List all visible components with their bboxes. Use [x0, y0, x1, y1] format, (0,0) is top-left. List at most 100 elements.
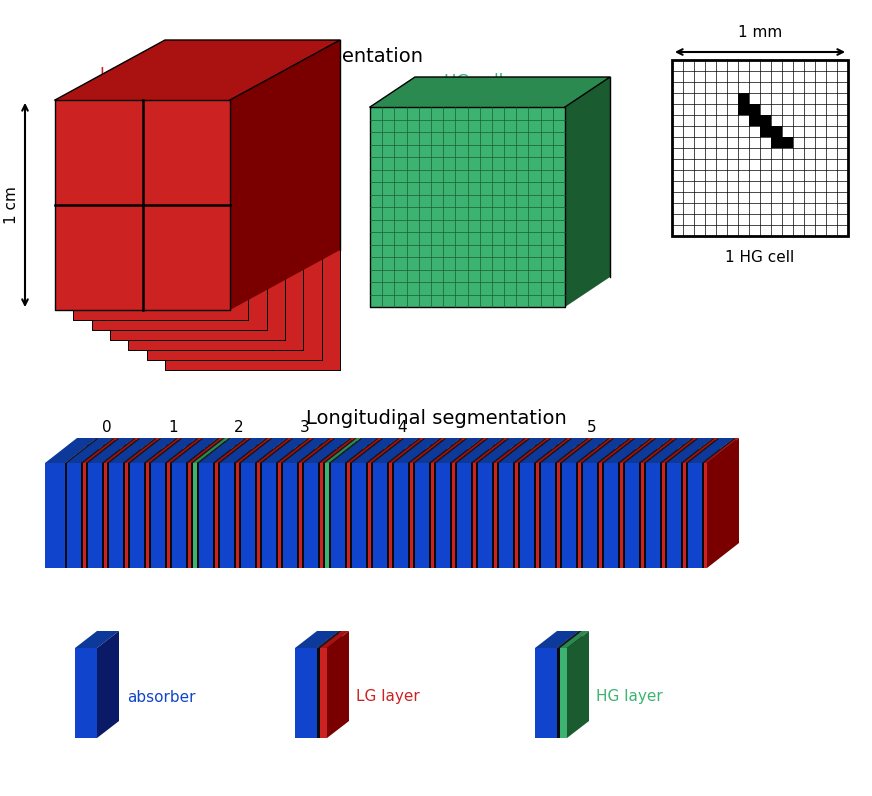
Polygon shape [683, 463, 686, 568]
Polygon shape [299, 438, 331, 568]
Polygon shape [452, 438, 487, 463]
Polygon shape [347, 463, 350, 568]
Polygon shape [452, 438, 484, 568]
Polygon shape [234, 463, 236, 568]
Polygon shape [686, 438, 720, 463]
Polygon shape [623, 438, 655, 568]
Polygon shape [681, 438, 713, 568]
Polygon shape [352, 463, 366, 568]
Polygon shape [165, 463, 167, 568]
Polygon shape [455, 463, 457, 568]
Polygon shape [581, 438, 613, 568]
Polygon shape [560, 631, 589, 648]
Polygon shape [151, 438, 197, 463]
Polygon shape [146, 150, 322, 360]
Polygon shape [323, 438, 357, 463]
Polygon shape [199, 438, 231, 568]
Polygon shape [392, 463, 394, 568]
Polygon shape [665, 463, 667, 568]
Polygon shape [639, 438, 671, 568]
Polygon shape [436, 438, 482, 463]
Polygon shape [186, 438, 218, 568]
Polygon shape [557, 648, 560, 738]
Polygon shape [345, 438, 379, 463]
Polygon shape [492, 438, 524, 568]
Polygon shape [641, 463, 644, 568]
Polygon shape [599, 438, 631, 568]
Polygon shape [499, 438, 531, 568]
Polygon shape [602, 438, 634, 568]
Polygon shape [492, 463, 494, 568]
Polygon shape [65, 438, 99, 463]
Polygon shape [536, 463, 539, 568]
Polygon shape [599, 438, 634, 463]
Polygon shape [128, 438, 160, 568]
Polygon shape [581, 438, 615, 463]
Polygon shape [67, 438, 99, 568]
Polygon shape [86, 438, 118, 568]
Polygon shape [197, 438, 231, 463]
Polygon shape [167, 463, 170, 568]
Polygon shape [410, 463, 413, 568]
Polygon shape [149, 463, 151, 568]
Polygon shape [123, 463, 125, 568]
Polygon shape [165, 438, 197, 568]
Polygon shape [125, 438, 157, 568]
Polygon shape [518, 438, 552, 463]
Polygon shape [130, 463, 144, 568]
Polygon shape [429, 438, 461, 568]
Polygon shape [165, 438, 199, 463]
Polygon shape [623, 463, 625, 568]
Polygon shape [389, 463, 392, 568]
Polygon shape [618, 438, 650, 568]
Polygon shape [75, 648, 97, 738]
Polygon shape [236, 438, 271, 463]
Polygon shape [583, 438, 629, 463]
Text: 1: 1 [168, 419, 178, 435]
Polygon shape [317, 648, 320, 738]
Polygon shape [704, 438, 739, 463]
Polygon shape [104, 463, 107, 568]
Polygon shape [230, 40, 340, 310]
Polygon shape [368, 438, 403, 463]
Polygon shape [102, 438, 134, 568]
Polygon shape [560, 438, 594, 463]
Polygon shape [704, 438, 736, 568]
Polygon shape [771, 126, 782, 137]
Polygon shape [276, 463, 278, 568]
Polygon shape [299, 438, 334, 463]
Polygon shape [434, 438, 468, 463]
Polygon shape [325, 438, 357, 568]
Polygon shape [387, 463, 389, 568]
Polygon shape [478, 463, 492, 568]
Polygon shape [45, 438, 97, 463]
Text: 4: 4 [398, 419, 407, 435]
Polygon shape [167, 438, 199, 568]
Polygon shape [373, 438, 419, 463]
Polygon shape [347, 438, 382, 463]
Polygon shape [536, 438, 571, 463]
Polygon shape [260, 438, 292, 568]
Polygon shape [520, 438, 552, 568]
Polygon shape [473, 438, 505, 568]
Text: absorber: absorber [127, 689, 195, 704]
Polygon shape [434, 463, 436, 568]
Polygon shape [539, 438, 573, 463]
Polygon shape [218, 463, 220, 568]
Polygon shape [429, 463, 431, 568]
Polygon shape [220, 438, 252, 568]
Polygon shape [368, 438, 400, 568]
Polygon shape [515, 438, 547, 568]
Polygon shape [455, 438, 487, 568]
Polygon shape [536, 438, 568, 568]
Polygon shape [302, 438, 336, 463]
Polygon shape [146, 438, 178, 568]
Polygon shape [597, 438, 629, 568]
Polygon shape [555, 463, 557, 568]
Polygon shape [123, 438, 155, 568]
Polygon shape [665, 438, 699, 463]
Polygon shape [473, 463, 476, 568]
Polygon shape [128, 463, 130, 568]
Polygon shape [55, 100, 230, 310]
Polygon shape [65, 438, 97, 568]
